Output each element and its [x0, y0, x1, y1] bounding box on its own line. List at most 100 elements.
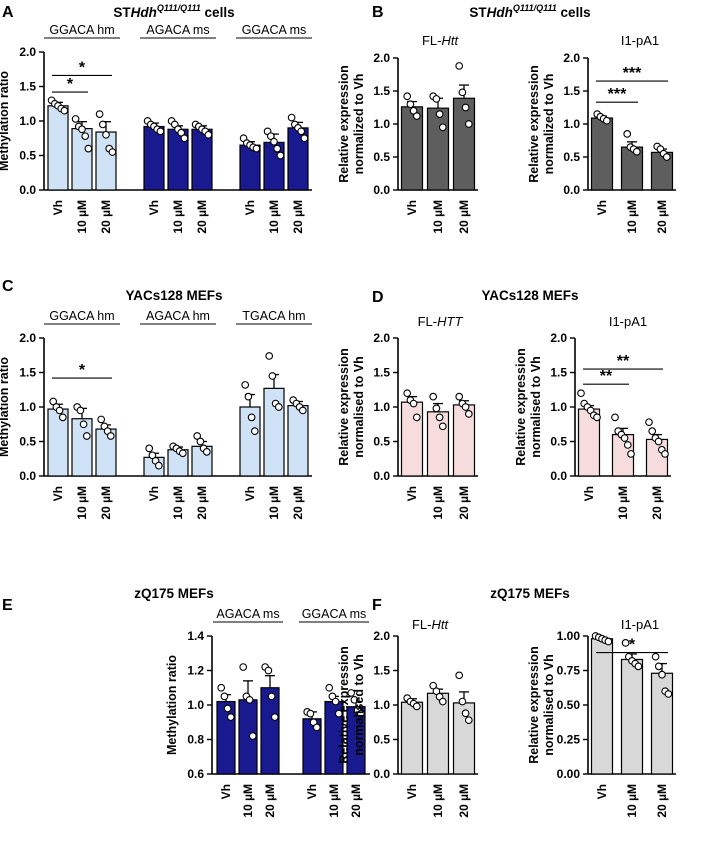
- data-point: [58, 413, 67, 422]
- data-point: [306, 709, 315, 718]
- data-point: [312, 723, 321, 732]
- data-point: [248, 732, 257, 740]
- y-tick-label: 0.0: [550, 469, 567, 483]
- bar: [287, 405, 309, 477]
- x-tick-label: 10 µM: [625, 784, 639, 818]
- data-point: [356, 709, 365, 718]
- data-point: [623, 130, 632, 138]
- bar: [95, 131, 117, 191]
- y-tick-label: 2.0: [373, 331, 390, 345]
- y-tick-label: 1.5: [19, 366, 36, 380]
- y-tick-label: 1.5: [373, 84, 390, 98]
- data-point: [84, 144, 93, 153]
- data-point: [651, 652, 660, 661]
- data-point: [438, 123, 447, 132]
- x-tick-label: 20 µM: [99, 486, 113, 520]
- data-point: [81, 132, 90, 141]
- data-point: [108, 148, 117, 156]
- y-tick-label: 0.0: [19, 469, 36, 483]
- x-tick-label: 10 µM: [267, 200, 281, 234]
- subtitle-prefix: I1-pA1: [621, 33, 659, 48]
- data-point: [455, 392, 464, 401]
- bar: [400, 701, 424, 775]
- panel-letter: D: [372, 289, 384, 306]
- panel-subtitle: I1-pA1: [621, 617, 659, 632]
- bar: [590, 117, 614, 191]
- x-tick-label: 20 µM: [291, 486, 305, 520]
- panel-letter: A: [2, 4, 14, 21]
- data-point: [79, 420, 88, 429]
- data-point: [458, 697, 467, 706]
- bar: [426, 107, 450, 191]
- x-tick-label: 20 µM: [99, 200, 113, 234]
- data-point: [300, 134, 309, 143]
- x-tick-label: 20 µM: [655, 200, 669, 234]
- x-tick-label: Vh: [595, 784, 609, 799]
- data-point: [432, 404, 441, 413]
- data-point: [193, 432, 202, 440]
- y-axis-label: Relative expression: [527, 65, 541, 182]
- data-point: [412, 112, 421, 120]
- panel-subtitle: FL-Htt: [422, 33, 460, 48]
- bar: [590, 638, 614, 775]
- data-point: [268, 372, 277, 380]
- group-label: AGACA ms: [216, 607, 279, 621]
- data-point: [297, 127, 306, 136]
- y-tick-label: 1.4: [187, 629, 204, 643]
- x-tick-label: 20 µM: [457, 784, 471, 818]
- data-point: [98, 120, 107, 129]
- bar: [426, 411, 450, 477]
- group-label: GGACA hm: [49, 23, 114, 37]
- x-tick-label: 10 µM: [241, 784, 255, 818]
- y-tick-label: 2.0: [19, 331, 36, 345]
- x-tick-label: 10 µM: [171, 486, 185, 520]
- data-point: [252, 144, 261, 153]
- bar: [400, 106, 424, 191]
- x-tick-label: 10 µM: [267, 486, 281, 520]
- x-tick-label: 10 µM: [327, 784, 341, 818]
- data-point: [429, 681, 438, 690]
- x-tick-label: 20 µM: [457, 200, 471, 234]
- data-point: [455, 671, 464, 680]
- x-tick-label: 20 µM: [291, 200, 305, 234]
- panel-C: C YACs128 MEFs 0.0 0.5 1.0 1.5 2.0 Methylation …: [0, 278, 312, 520]
- title-prefix: ST: [469, 5, 487, 20]
- data-point: [634, 662, 643, 671]
- subtitle-italic: Htt: [441, 33, 459, 48]
- subtitle-italic: Htt: [431, 617, 449, 632]
- panel-subtitle: FL-HTT: [418, 314, 464, 329]
- y-tick-label: 2.0: [19, 45, 36, 59]
- data-point: [458, 88, 467, 97]
- data-point: [287, 113, 296, 122]
- group-label: AGACA hm: [146, 309, 210, 323]
- y-tick-label: 0.5: [373, 435, 390, 449]
- data-point: [202, 448, 211, 456]
- y-tick-label: 0.8: [187, 733, 204, 747]
- data-point: [645, 418, 653, 427]
- data-point: [325, 683, 334, 692]
- significance-star: *: [79, 362, 86, 379]
- y-axis-label: Methylation ratio: [0, 357, 11, 457]
- significance-star: **: [617, 353, 630, 370]
- data-point: [412, 413, 421, 422]
- panel-B2: I1-pA1 0.0 0.5 1.0 1.5 2.0 Relative expression…: [527, 33, 676, 234]
- data-point: [217, 683, 226, 692]
- y-tick-label: 1.5: [563, 84, 580, 98]
- x-tick-label: 20 µM: [263, 784, 277, 818]
- y-tick-label: 0.75: [557, 664, 581, 678]
- significance-star: *: [67, 76, 74, 93]
- subtitle-prefix: I1-pA1: [621, 617, 659, 632]
- y-tick-label: 0.50: [557, 698, 581, 712]
- panel-B1: B STHdhQ111/Q111 cells FL-Htt 0.0 0.5 1.0 1.5 2…: [337, 3, 591, 234]
- y-tick-label: 1.0: [19, 114, 36, 128]
- y-tick-label: 1.0: [373, 698, 390, 712]
- panel-A: A STHdhQ111/Q111 cells 0.0 0.5 1.0 1.5 2.0 Meth…: [0, 3, 312, 234]
- data-point: [464, 120, 473, 128]
- data-point: [438, 422, 447, 431]
- data-point: [432, 95, 441, 103]
- data-point: [223, 704, 232, 713]
- data-point: [661, 450, 669, 458]
- y-tick-label: 0.6: [187, 767, 204, 781]
